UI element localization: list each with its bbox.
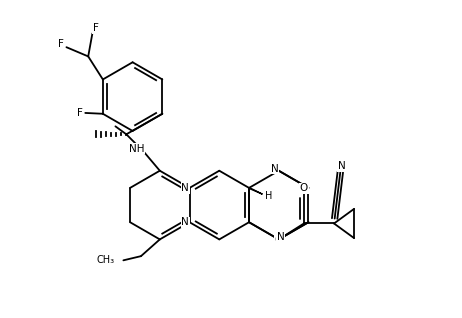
Text: F: F	[77, 108, 83, 118]
Text: N: N	[277, 232, 285, 242]
Text: N: N	[182, 217, 189, 227]
Text: F: F	[59, 39, 64, 49]
Text: CH₃: CH₃	[96, 255, 114, 265]
Text: N: N	[338, 161, 346, 171]
Text: F: F	[93, 23, 99, 33]
Text: O: O	[300, 183, 308, 193]
Text: O: O	[274, 235, 283, 245]
Text: N: N	[271, 164, 279, 174]
Polygon shape	[249, 188, 262, 194]
Text: H: H	[265, 191, 273, 201]
Text: N: N	[182, 183, 189, 193]
Text: NH: NH	[128, 143, 144, 154]
